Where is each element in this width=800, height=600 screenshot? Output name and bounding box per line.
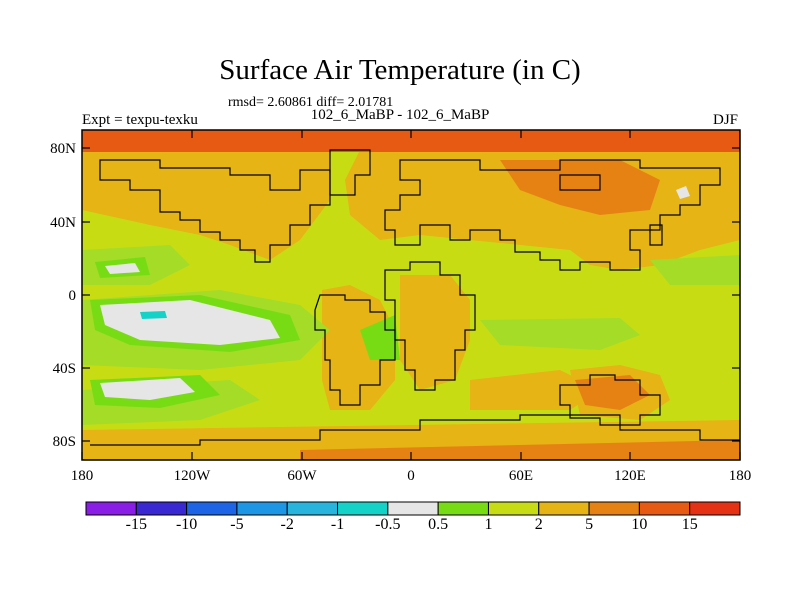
green-region-atlantic — [360, 315, 400, 360]
x-tick-label: 180 — [729, 468, 752, 484]
colorbar-label: 5 — [585, 516, 594, 533]
y-tick-marks — [82, 147, 740, 442]
warm-region-south-america — [322, 285, 395, 410]
coastline-antarctica — [90, 414, 740, 446]
coastline-eurasia — [384, 159, 721, 271]
colorbar-swatch — [487, 501, 540, 516]
x-tick-label: 60W — [287, 468, 317, 484]
y-tick-label: 40N — [50, 215, 76, 231]
colorbar-swatch — [337, 501, 389, 516]
plot-title: Surface Air Temperature (in C) — [219, 54, 581, 86]
colorbar-swatch — [689, 501, 741, 516]
neutral-region-north-pacific — [105, 263, 140, 274]
coastlines — [90, 149, 740, 446]
colorbar-swatch — [638, 501, 691, 516]
warm-region-north-america — [82, 140, 330, 260]
colorbar-label: 15 — [681, 516, 698, 533]
colorbar-label: -15 — [125, 516, 147, 533]
hot-region-eurasia — [500, 160, 660, 215]
temperature-field — [82, 130, 740, 460]
colorbar-swatch — [236, 501, 288, 516]
y-tick-label: 40S — [53, 361, 76, 377]
x-tick-label: 60E — [509, 468, 533, 484]
colorbar-label: -1 — [330, 516, 345, 533]
x-tick-marks — [81, 130, 741, 460]
hot-region-australia — [575, 375, 650, 410]
x-tick-label: 120W — [174, 468, 212, 484]
experiment-pair: 102_6_MaBP - 102_6_MaBP — [310, 107, 490, 123]
mild-band-west-pacific — [650, 255, 740, 285]
colorbar-label: -0.5 — [375, 516, 401, 533]
colorbar — [85, 501, 741, 516]
cyan-region-pacific — [140, 311, 167, 319]
warm-region-africa — [400, 275, 470, 390]
colorbar-label: 1 — [484, 516, 493, 533]
colorbar-swatch — [286, 501, 339, 516]
x-tick-label: 120E — [614, 468, 646, 484]
neutral-spot-siberia — [676, 186, 690, 199]
colorbar-label: 2 — [534, 516, 543, 533]
coastline-north-america — [99, 159, 331, 263]
neutral-region-south-pacific — [100, 378, 195, 400]
coastline-australia — [559, 374, 661, 426]
colorbar-swatch — [588, 501, 640, 516]
coastline-greenland — [329, 149, 371, 196]
coastline-arctic-islands — [559, 174, 601, 191]
colorbar-swatch — [538, 501, 590, 516]
season-label: DJF — [712, 112, 738, 128]
y-tick-label: 80N — [50, 141, 76, 157]
warm-region-southern-ocean — [470, 370, 600, 410]
neutral-region-pacific — [100, 300, 280, 345]
experiment-label: Expt = texpu-texku — [82, 112, 198, 128]
y-tick-label: 80S — [53, 434, 76, 450]
colorbar-swatch — [437, 501, 489, 516]
colorbar-swatch — [387, 501, 439, 516]
colorbar-label: 10 — [631, 516, 648, 533]
mild-band-indian — [480, 318, 640, 350]
x-tick-label: 0 — [407, 468, 415, 484]
colorbar-swatch — [186, 501, 238, 516]
colorbar-label: -5 — [230, 516, 244, 533]
y-tick-label: 0 — [69, 288, 77, 304]
colorbar-label: -10 — [175, 516, 198, 533]
colorbar-label: 0.5 — [428, 516, 449, 533]
coastline-south-america — [314, 294, 396, 406]
colorbar-swatch — [135, 501, 188, 516]
colorbar-label: -2 — [280, 516, 294, 533]
x-tick-label: 180 — [71, 468, 94, 484]
coastline-africa — [384, 261, 476, 391]
colorbar-swatch — [85, 501, 137, 516]
hottest-region-arctic — [82, 130, 740, 152]
stats-line: rmsd= 2.60861 diff= 2.01781 — [228, 95, 394, 110]
coastline-japan — [649, 224, 663, 246]
